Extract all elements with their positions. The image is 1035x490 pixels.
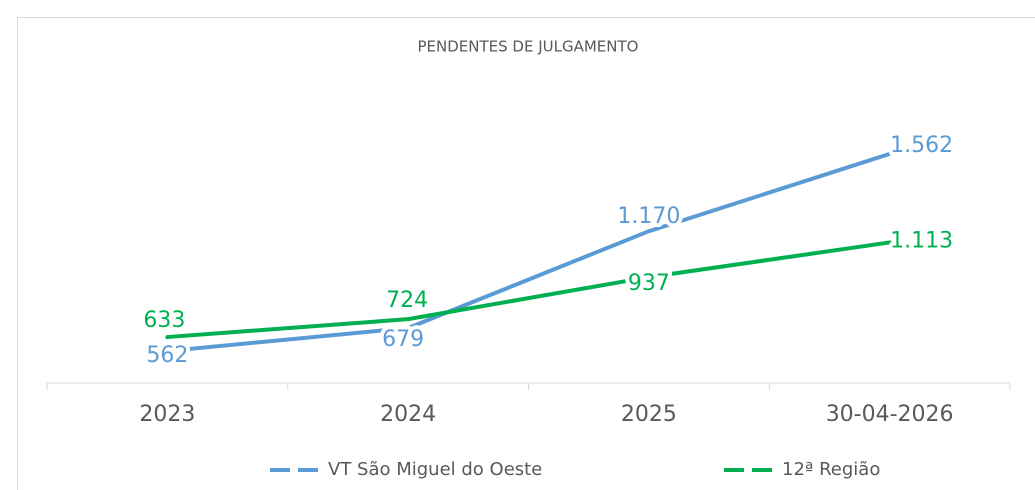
- x-tick-label: 2025: [621, 402, 677, 427]
- data-label: 1.170: [617, 204, 680, 229]
- chart-frame: [17, 17, 1035, 490]
- data-label: 562: [146, 343, 188, 368]
- x-tick-label: 2024: [380, 402, 436, 427]
- data-label: 679: [382, 327, 424, 352]
- data-label: 1.562: [890, 133, 953, 158]
- series-line: [165, 151, 892, 354]
- chart-title: PENDENTES DE JULGAMENTO: [418, 38, 639, 56]
- legend-label: VT São Miguel do Oeste: [328, 459, 542, 480]
- series-line: [165, 240, 892, 340]
- data-label: 937: [628, 271, 670, 296]
- x-tick-label: 30-04-2026: [826, 402, 954, 427]
- legend-label: 12ª Região: [782, 459, 880, 480]
- x-tick-label: 2023: [139, 402, 195, 427]
- data-label: 1.113: [890, 228, 953, 253]
- data-label: 633: [143, 308, 185, 333]
- data-label: 724: [386, 288, 428, 313]
